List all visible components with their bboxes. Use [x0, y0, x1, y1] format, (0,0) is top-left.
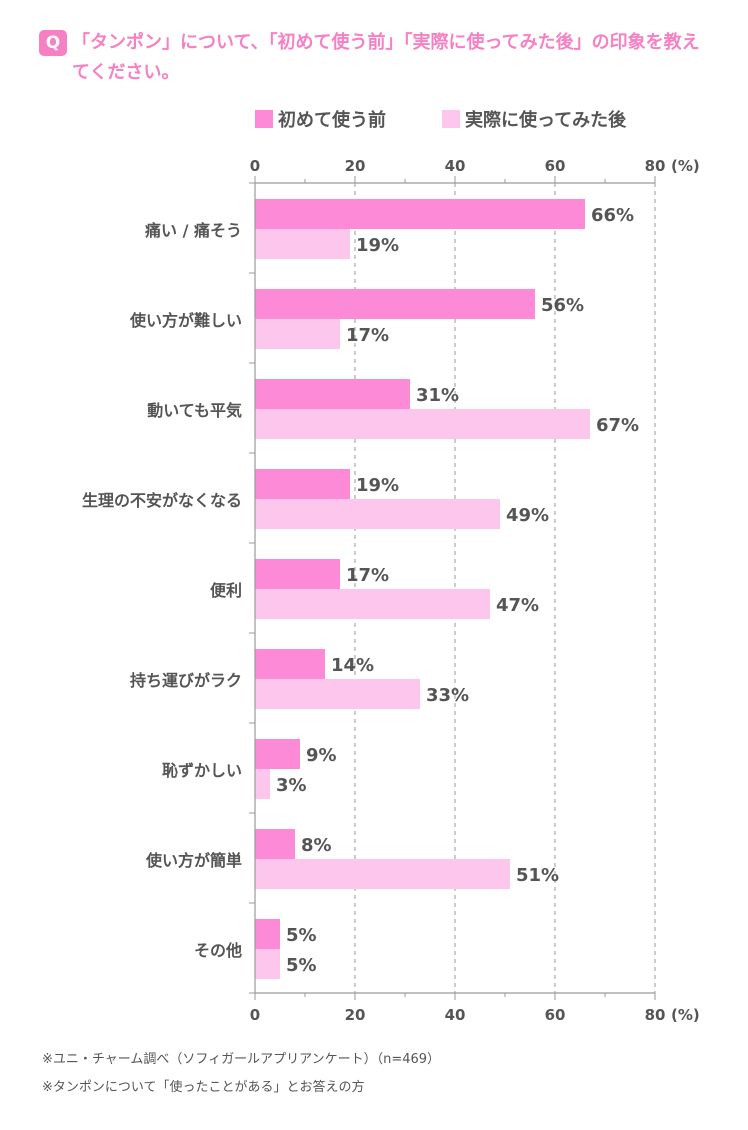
- bar-after-7: [255, 859, 510, 889]
- bottom-tick-label-80: 80: [645, 1006, 666, 1024]
- bar-first-0: [255, 199, 585, 229]
- value-label-after-3: 49%: [506, 505, 549, 526]
- value-label-first-1: 56%: [541, 295, 584, 316]
- value-label-after-5: 33%: [426, 685, 469, 706]
- category-label-2: 動いても平気: [147, 401, 242, 420]
- legend-label-first: 初めて使う前: [278, 109, 386, 131]
- value-label-after-4: 47%: [496, 595, 539, 616]
- question-text: 「タンポン」について、「初めて使う前」「実際に使ってみた後」の印象を教えてくださ…: [72, 32, 700, 83]
- bar-first-7: [255, 829, 295, 859]
- bar-after-0: [255, 229, 350, 259]
- category-label-6: 恥ずかしい: [162, 761, 242, 780]
- bottom-tick-label-40: 40: [445, 1006, 466, 1024]
- category-label-4: 便利: [210, 581, 242, 600]
- value-label-first-8: 5%: [286, 925, 317, 946]
- bar-first-6: [255, 739, 300, 769]
- top-tick-label-80: 80: [645, 157, 666, 175]
- category-label-7: 使い方が簡単: [145, 851, 242, 870]
- value-label-first-3: 19%: [356, 475, 399, 496]
- value-label-after-7: 51%: [516, 865, 559, 886]
- bar-first-8: [255, 919, 280, 949]
- value-label-after-1: 17%: [346, 325, 389, 346]
- value-label-after-6: 3%: [276, 775, 307, 796]
- legend-swatch-first: [255, 110, 273, 128]
- category-label-0: 痛い / 痛そう: [144, 221, 242, 240]
- legend-swatch-after: [442, 110, 460, 128]
- bottom-tick-label-0: 0: [250, 1006, 260, 1024]
- value-label-after-8: 5%: [286, 955, 317, 976]
- footnote-respondents: ※タンポンについて「使ったことがある」とお答えの方: [42, 1080, 365, 1095]
- category-label-8: その他: [194, 941, 242, 960]
- top-tick-label-60: 60: [545, 157, 566, 175]
- bar-after-8: [255, 949, 280, 979]
- value-label-first-7: 8%: [301, 835, 332, 856]
- top-tick-label-40: 40: [445, 157, 466, 175]
- bottom-tick-label-60: 60: [545, 1006, 566, 1024]
- footnote-source: ※ユニ・チャーム調べ（ソフィガールアプリアンケート）（n=469）: [42, 1052, 441, 1067]
- category-label-5: 持ち運びがラク: [130, 671, 242, 690]
- bar-after-1: [255, 319, 340, 349]
- bar-after-3: [255, 499, 500, 529]
- category-label-1: 使い方が難しい: [129, 311, 242, 330]
- bar-first-5: [255, 649, 325, 679]
- bar-after-4: [255, 589, 490, 619]
- top-tick-label-0: 0: [250, 157, 260, 175]
- value-label-first-4: 17%: [346, 565, 389, 586]
- value-label-first-0: 66%: [591, 205, 634, 226]
- top-tick-label-20: 20: [345, 157, 366, 175]
- bar-first-1: [255, 289, 535, 319]
- bar-after-5: [255, 679, 420, 709]
- bar-first-3: [255, 469, 350, 499]
- bar-after-2: [255, 409, 590, 439]
- bar-after-6: [255, 769, 270, 799]
- value-label-first-2: 31%: [416, 385, 459, 406]
- bar-first-4: [255, 559, 340, 589]
- legend-label-after: 実際に使ってみた後: [465, 109, 627, 131]
- value-label-first-5: 14%: [331, 655, 374, 676]
- bottom-tick-label-20: 20: [345, 1006, 366, 1024]
- bottom-unit-label: (%): [671, 1006, 700, 1024]
- top-unit-label: (%): [671, 157, 700, 175]
- value-label-after-2: 67%: [596, 415, 639, 436]
- value-label-after-0: 19%: [356, 235, 399, 256]
- category-label-3: 生理の不安がなくなる: [82, 491, 242, 510]
- value-label-first-6: 9%: [306, 745, 337, 766]
- question-badge: Q: [39, 30, 67, 56]
- bar-first-2: [255, 379, 410, 409]
